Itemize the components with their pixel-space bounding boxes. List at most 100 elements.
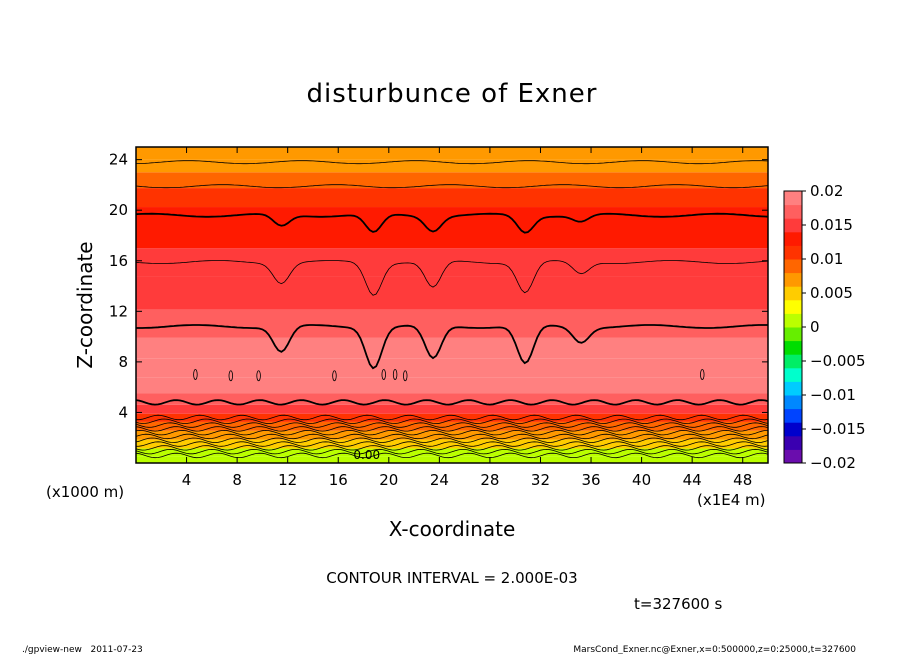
footer-left: ./gpview-new 2011-07-23 — [22, 645, 143, 654]
colorbar-segment — [784, 259, 802, 274]
contour-island — [193, 369, 198, 380]
contour-line — [136, 422, 768, 428]
contour-band — [136, 159, 768, 173]
contour-level-label: 0.00 — [353, 448, 380, 462]
x-tick-label: 40 — [632, 471, 651, 489]
x-tick-label: 44 — [683, 471, 702, 489]
contour-interval-label: CONTOUR INTERVAL = 2.000E-03 — [326, 569, 577, 587]
contour-line — [136, 160, 768, 165]
x-tick-label: 28 — [480, 471, 499, 489]
y-axis-label: Z-coordinate — [73, 241, 97, 368]
x-tick-label: 20 — [379, 471, 398, 489]
colorbar-segment — [784, 367, 802, 382]
colorbar-segment — [784, 231, 802, 246]
colorbar-segment — [784, 272, 802, 287]
contour-band — [136, 358, 768, 378]
colorbar-segment — [784, 299, 802, 314]
contour-line — [136, 260, 768, 296]
contour-lines — [136, 160, 768, 459]
contour-line — [136, 445, 768, 451]
contour-line — [136, 399, 768, 406]
x-tick-label: 4 — [182, 471, 192, 489]
x-tick-label: 24 — [430, 471, 449, 489]
colorbar — [783, 190, 803, 464]
colorbar-segment — [784, 381, 802, 396]
contour-line — [136, 448, 768, 455]
contour-band — [136, 377, 768, 394]
contour-line — [136, 426, 768, 432]
y-tick-label: 16 — [109, 252, 128, 270]
contour-band — [136, 404, 768, 414]
contour-band — [136, 421, 768, 431]
colorbar-tick-label: 0 — [810, 318, 820, 336]
contour-band — [136, 309, 768, 338]
colorbar-segment — [784, 395, 802, 410]
x-tick-label: 36 — [581, 471, 600, 489]
x-unit-label: (x1E4 m) — [697, 491, 766, 509]
y-tick-label: 4 — [118, 403, 128, 421]
plot-frame — [135, 146, 769, 464]
contour-band — [136, 188, 768, 208]
colorbar-labels: 0.02 0.015 0.01 0.005 0 −0.005 −0.01 −0.015 −0.0… — [802, 182, 866, 472]
contour-line — [136, 418, 768, 425]
colorbar-tick-label: 0.01 — [810, 250, 843, 268]
contour-band — [136, 226, 768, 249]
contour-line — [136, 184, 768, 189]
colorbar-segment — [784, 340, 802, 355]
contour-island — [700, 369, 705, 380]
contour-band — [136, 276, 768, 310]
contour-island — [381, 369, 386, 380]
colorbar-segment — [784, 435, 802, 450]
contour-band — [136, 172, 768, 189]
colorbar-tick-label: 0.02 — [810, 182, 843, 200]
colorbar-segment — [784, 218, 802, 233]
contour-island — [256, 370, 261, 382]
colorbar-segment — [784, 449, 802, 464]
contour-band — [136, 456, 768, 463]
x-tick-label: 32 — [531, 471, 550, 489]
time-label: t=327600 s — [634, 595, 722, 613]
colorbar-segment — [784, 204, 802, 219]
contour-line — [136, 452, 768, 459]
x-axis-ticks: 4 8 12 16 20 24 28 32 36 40 44 48 — [182, 147, 752, 489]
colorbar-segment — [784, 313, 802, 328]
colorbar-segment — [784, 408, 802, 423]
contour-band — [136, 393, 768, 405]
contour-line — [136, 414, 768, 421]
x-tick-label: 16 — [329, 471, 348, 489]
contour-line — [136, 441, 768, 447]
contour-band — [136, 147, 768, 160]
chart-title: disturbunce of Exner — [307, 79, 598, 109]
contour-line — [136, 437, 768, 443]
x-axis-label: X-coordinate — [389, 517, 516, 541]
colorbar-tick-label: 0.005 — [810, 284, 853, 302]
colorbar-tick-label: −0.015 — [810, 420, 866, 438]
y-tick-label: 8 — [118, 353, 128, 371]
contour-islands: 0.00 — [193, 369, 705, 462]
x-tick-label: 8 — [232, 471, 242, 489]
colorbar-tick-label: 0.015 — [810, 216, 853, 234]
y-tick-label: 12 — [109, 302, 128, 320]
colorbar-segment — [784, 327, 802, 342]
x-tick-label: 12 — [278, 471, 297, 489]
contour-island — [403, 370, 408, 382]
colorbar-segment — [784, 354, 802, 369]
contour-line — [136, 212, 768, 234]
contour-island — [332, 370, 337, 382]
colorbar-segment — [784, 422, 802, 437]
contour-line — [136, 429, 768, 436]
y-unit-label: (x1000 m) — [46, 483, 124, 501]
y-axis-ticks: 4 8 12 16 20 24 — [109, 151, 768, 421]
colorbar-tick-label: −0.01 — [810, 386, 856, 404]
y-tick-label: 20 — [109, 201, 128, 219]
colorbar-segment — [784, 191, 802, 206]
contour-band — [136, 439, 768, 449]
footer-right: MarsCond_Exner.nc@Exner,x=0:500000,z=0:2… — [573, 645, 856, 654]
y-tick-label: 24 — [109, 151, 128, 169]
contour-island — [392, 369, 398, 380]
colorbar-tick-label: −0.02 — [810, 454, 856, 472]
contour-band — [136, 337, 768, 359]
plot-area — [136, 147, 768, 463]
contour-band — [136, 448, 768, 457]
